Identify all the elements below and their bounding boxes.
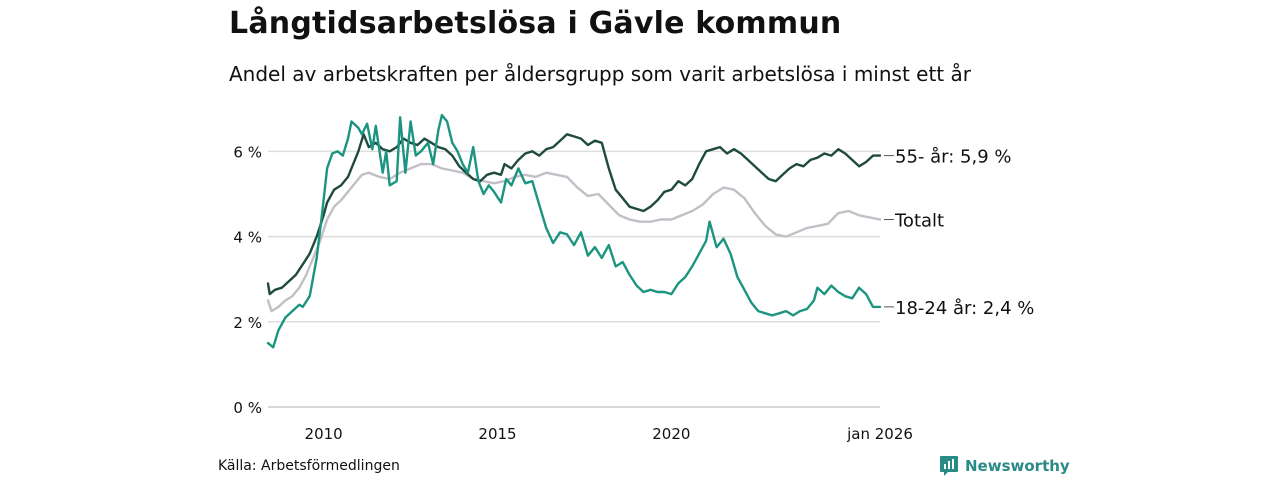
axis-labels: 0 % 2 % 4 % 6 % 2010 2015 2020 jan 2026 xyxy=(233,143,912,443)
y-tick-label: 4 % xyxy=(233,229,262,247)
series-lines xyxy=(266,113,882,349)
grid-lines xyxy=(268,150,880,408)
x-tick-label: 2015 xyxy=(478,425,516,443)
y-tick-label: 2 % xyxy=(233,314,262,332)
series-line-55 xyxy=(266,133,882,296)
source-note: Källa: Arbetsförmedlingen xyxy=(218,458,400,474)
series-labels: 55- år: 5,9 % Totalt 18-24 år: 2,4 % xyxy=(884,147,1034,319)
brand-logo: Newsworthy xyxy=(939,455,1070,477)
series-end-label: 18-24 år: 2,4 % xyxy=(895,298,1034,319)
newsworthy-logo-icon xyxy=(940,456,958,476)
y-tick-label: 6 % xyxy=(233,143,262,161)
series-line-1824 xyxy=(266,113,882,349)
series-end-label: Totalt xyxy=(894,211,944,232)
chart-subtitle: Andel av arbetskraften per åldersgrupp s… xyxy=(229,62,971,86)
chart-title: Långtidsarbetslösa i Gävle kommun xyxy=(229,6,842,41)
x-tick-label: 2010 xyxy=(305,425,343,443)
series-line-totalt xyxy=(266,162,882,313)
y-tick-label: 0 % xyxy=(233,399,262,417)
brand-name: Newsworthy xyxy=(965,457,1070,475)
x-tick-label: jan 2026 xyxy=(846,425,913,443)
x-tick-label: 2020 xyxy=(652,425,690,443)
series-end-label: 55- år: 5,9 % xyxy=(895,147,1011,168)
